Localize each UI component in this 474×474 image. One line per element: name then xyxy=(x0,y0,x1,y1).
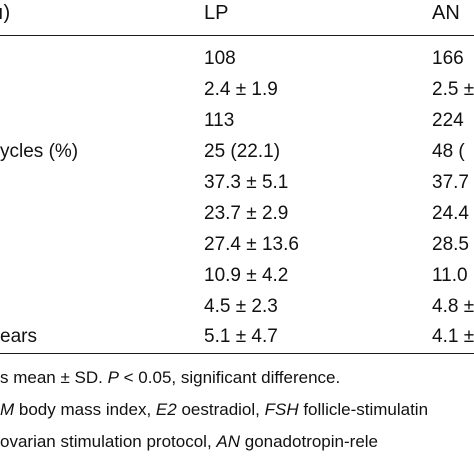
footnote-text: body mass index, xyxy=(14,400,156,419)
lp-value: 113 xyxy=(204,110,235,131)
footnote-term: E2 xyxy=(155,400,177,419)
footnote-text: oestradiol, xyxy=(176,400,265,419)
lp-value: 5.1 ± 4.7 xyxy=(204,326,278,347)
header-rule xyxy=(0,35,474,36)
table-bottom-rule xyxy=(0,353,474,354)
footnote-text: follicle-stimulatin xyxy=(298,400,429,419)
footnote-term: M xyxy=(0,400,15,419)
footnote-line-1: s mean ± SD. P < 0.05, significant diffe… xyxy=(0,368,340,388)
an-value: 24.4 xyxy=(432,203,469,224)
an-value: 4.8 ± xyxy=(432,296,474,317)
an-value: 166 xyxy=(432,48,464,69)
lp-value: 27.4 ± 13.6 xyxy=(204,234,299,255)
lp-value: 25 (22.1) xyxy=(204,141,281,162)
an-value: 48 ( xyxy=(432,141,465,162)
lp-value: 10.9 ± 4.2 xyxy=(204,265,289,286)
footnote-text: s mean ± SD. xyxy=(0,368,108,387)
footnote-text: gonadotropin-rele xyxy=(240,432,378,451)
column-header-first: ı) xyxy=(0,2,11,24)
an-value: 2.5 ± xyxy=(432,79,474,100)
footnote-text: < 0.05, significant difference. xyxy=(118,368,341,387)
an-value: 37.7 xyxy=(432,172,469,193)
lp-value: 2.4 ± 1.9 xyxy=(204,79,278,100)
column-header-lp: LP xyxy=(204,2,229,24)
an-value: 11.0 xyxy=(432,265,468,286)
lp-value: 4.5 ± 2.3 xyxy=(204,296,278,317)
lp-value: 37.3 ± 5.1 xyxy=(204,172,289,193)
row-label: ears xyxy=(0,326,37,347)
footnote-line-3: ovarian stimulation protocol, AN gonadot… xyxy=(0,432,378,452)
an-value: 4.1 ± xyxy=(432,326,474,347)
footnote-term: P xyxy=(107,368,119,387)
row-label: ycles (%) xyxy=(0,141,79,162)
an-value: 224 xyxy=(432,110,464,131)
lp-value: 23.7 ± 2.9 xyxy=(204,203,289,224)
lp-value: 108 xyxy=(204,48,236,69)
footnote-term: AN xyxy=(216,432,241,451)
footnote-text: ovarian stimulation protocol, xyxy=(0,432,217,451)
an-value: 28.5 xyxy=(432,234,469,255)
footnote-line-2: M body mass index, E2 oestradiol, FSH fo… xyxy=(0,400,428,420)
column-header-an: AN xyxy=(432,2,460,24)
footnote-term: FSH xyxy=(264,400,299,419)
